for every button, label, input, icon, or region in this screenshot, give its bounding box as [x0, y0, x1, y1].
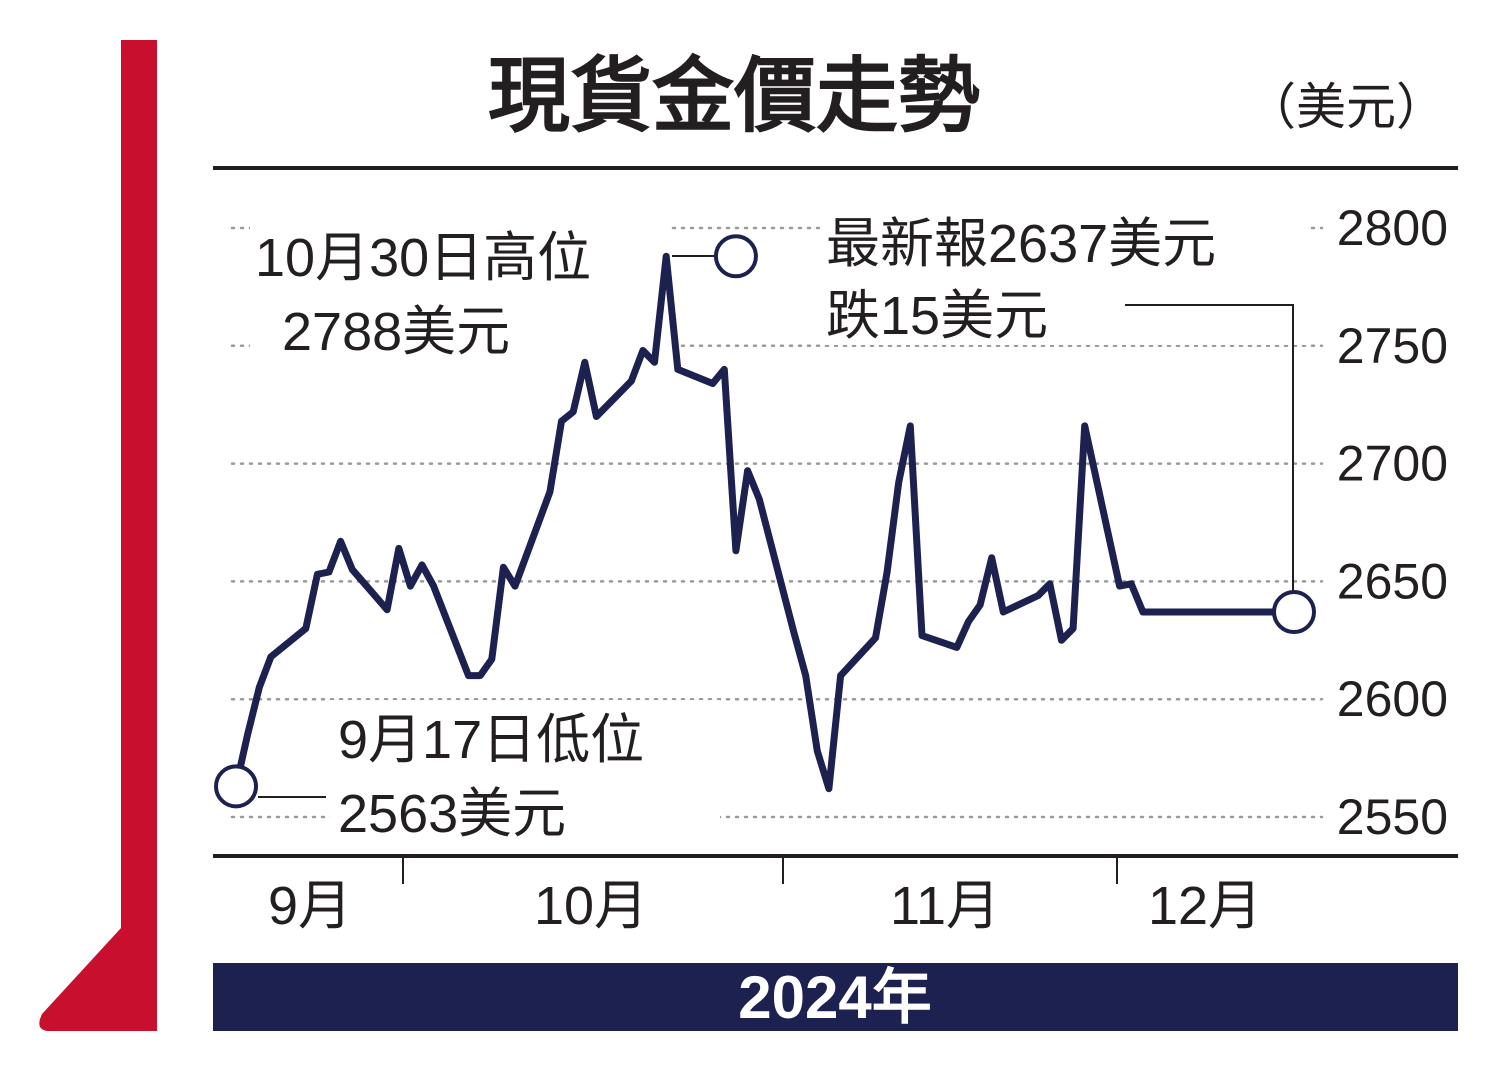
y-tick-label: 2800 [1337, 200, 1448, 256]
month-label: 10月 [534, 876, 648, 936]
gold-price-line [232, 252, 1298, 793]
y-tick-label: 2700 [1337, 436, 1448, 492]
month-label: 12月 [1148, 876, 1262, 936]
high-date-label: 10月30日高位 [255, 228, 591, 288]
y-axis-ticks: 2800 2750 2700 2650 2600 2550 [1337, 200, 1448, 845]
high-value-label: 2788美元 [282, 302, 510, 362]
chart-title: 現貨金價走勢 [488, 51, 980, 142]
ann-latest-bg [820, 205, 1310, 345]
markers [214, 234, 1316, 809]
accent-foot [39, 928, 122, 1031]
ann-high-bg [250, 222, 670, 362]
high-marker [713, 234, 758, 279]
ann-low-bg [330, 700, 720, 840]
latest-line2: 跌15美元 [826, 286, 1048, 346]
low-date-label: 9月17日低位 [338, 710, 644, 770]
y-tick-label: 2550 [1337, 789, 1448, 845]
low-marker [214, 764, 258, 809]
month-label: 11月 [890, 876, 1000, 936]
accent-bar [121, 40, 157, 1031]
x-axis-months: 9月 10月 11月 12月 [268, 876, 1262, 936]
y-tick-label: 2600 [1337, 671, 1448, 727]
year-label: 2024年 [738, 964, 931, 1031]
y-tick-label: 2650 [1337, 553, 1448, 609]
month-label: 9月 [268, 876, 352, 936]
latest-leader [1125, 304, 1294, 600]
latest-line1: 最新報2637美元 [826, 214, 1216, 274]
latest-marker [1272, 590, 1316, 635]
y-tick-label: 2750 [1337, 318, 1448, 374]
unit-label: （美元） [1246, 79, 1446, 135]
year-band [213, 963, 1458, 1031]
low-value-label: 2563美元 [338, 784, 566, 844]
